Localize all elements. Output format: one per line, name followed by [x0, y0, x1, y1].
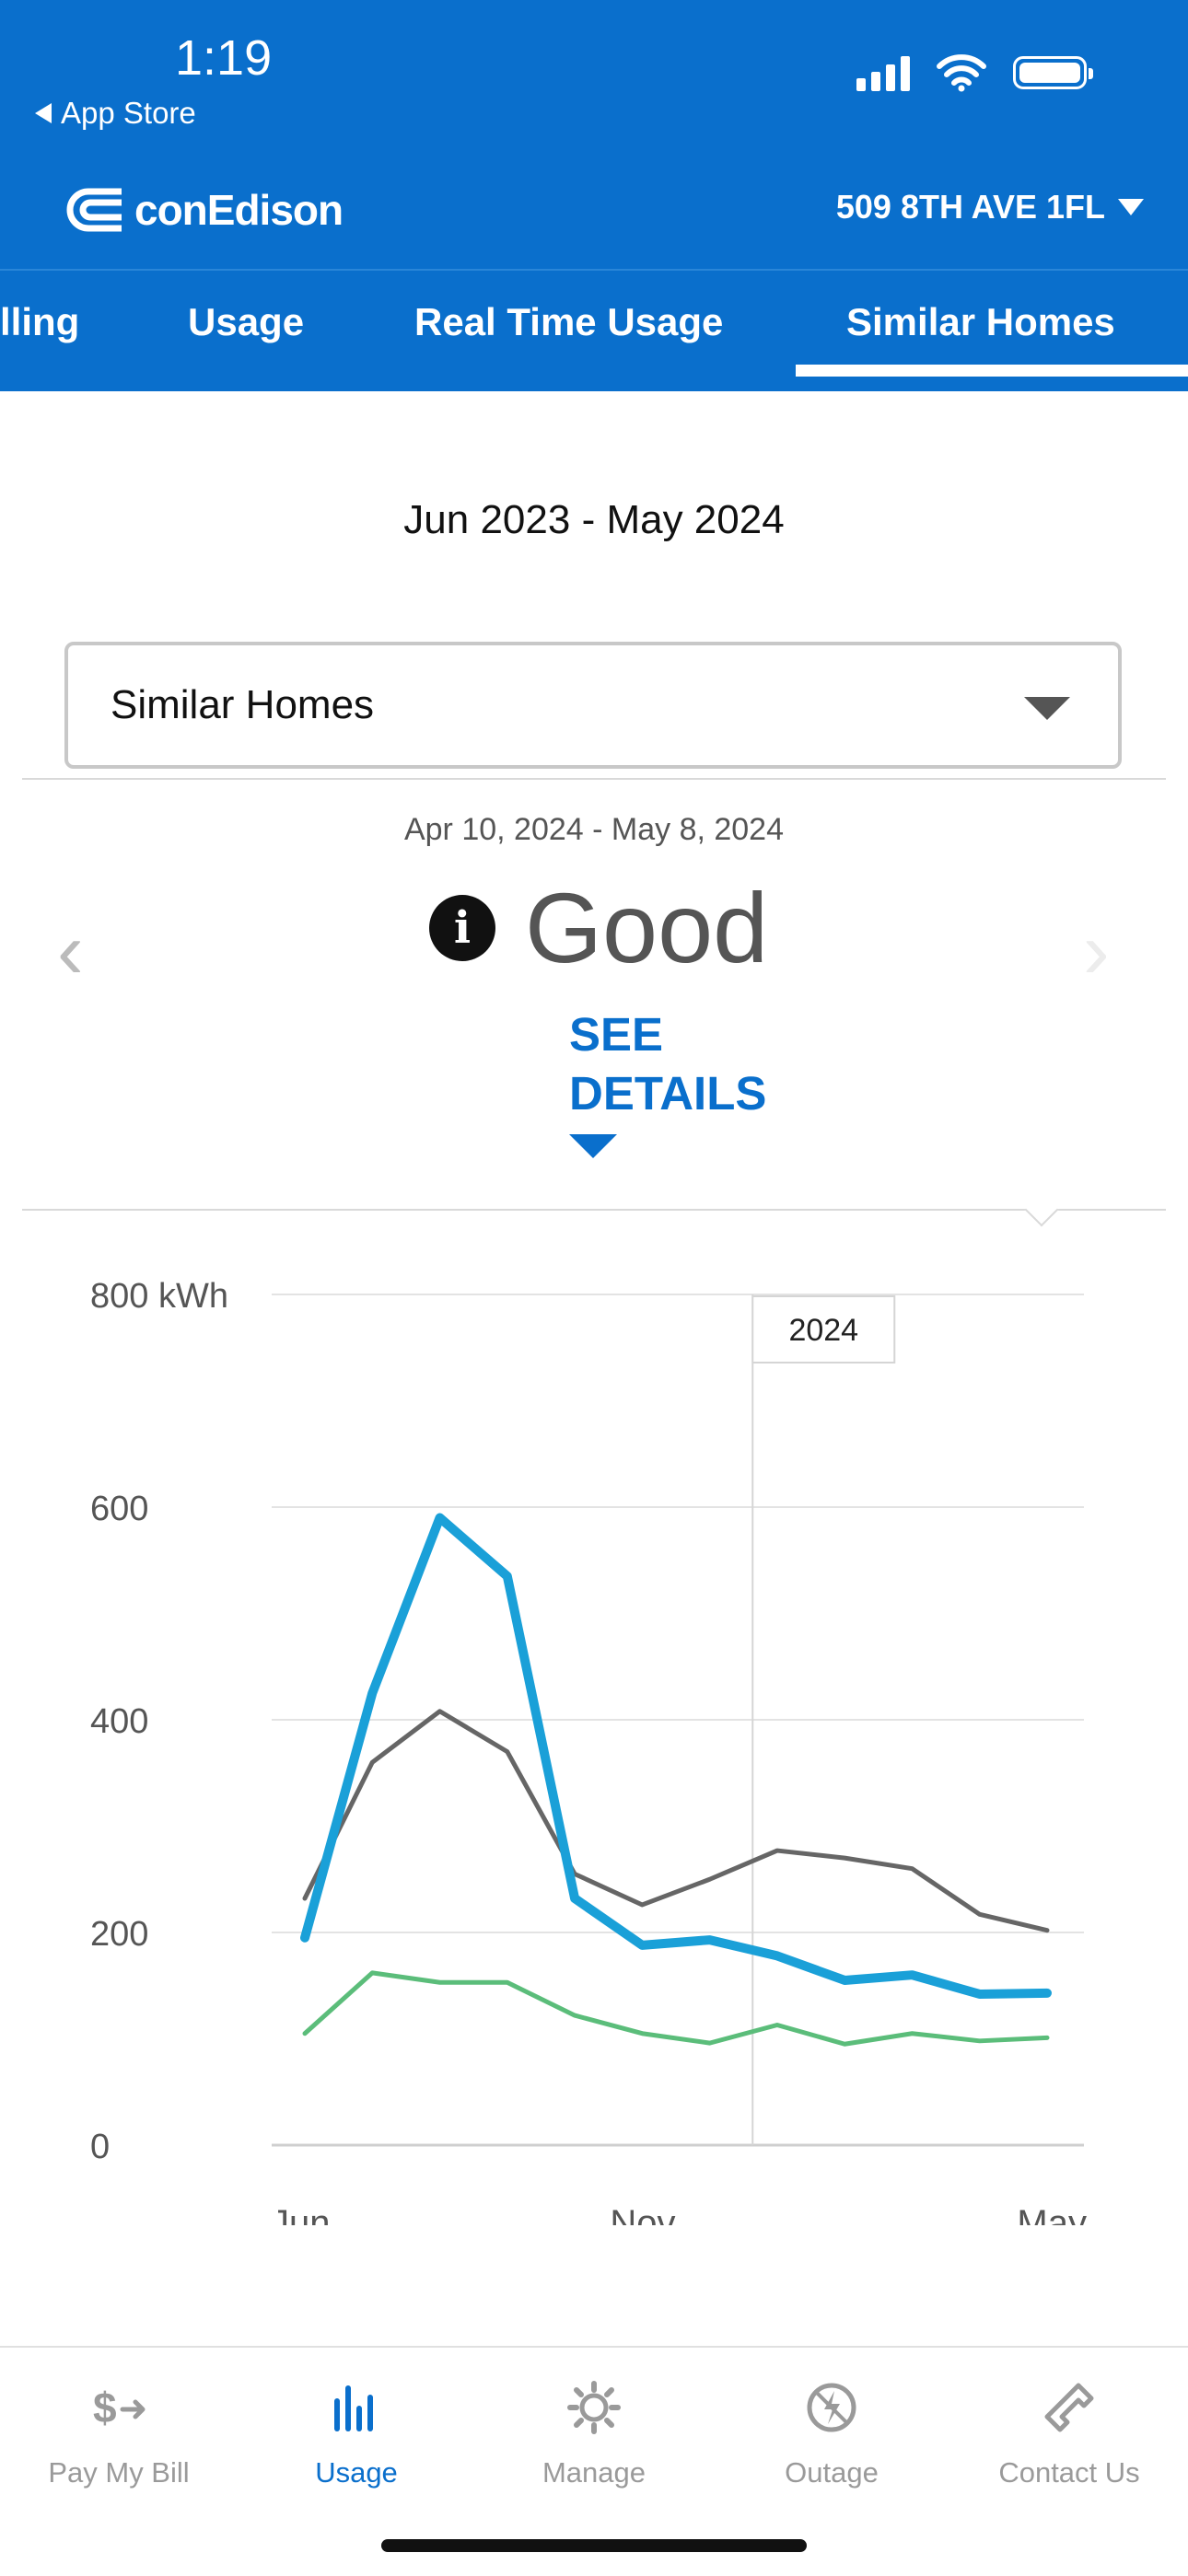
divider	[22, 1209, 1166, 1211]
back-to-app-store-link[interactable]: App Store	[35, 96, 196, 131]
tab-billing[interactable]: lling	[0, 300, 80, 343]
address-label: 509 8TH AVE 1FL	[835, 188, 1105, 226]
svg-text:$: $	[93, 2384, 117, 2431]
pay-bill-icon: $	[93, 2384, 146, 2431]
bottom-tab-bar: $ Pay My Bill Usage	[0, 2346, 1188, 2576]
section-tabs: lling Usage Real Time Usage Similar Home…	[0, 271, 1188, 391]
app-header: 1:19 App Store conEdison 509 8TH AVE 1FL…	[0, 0, 1188, 391]
bottom-tab-label: Usage	[315, 2456, 398, 2489]
bottom-tab-label: Outage	[785, 2456, 879, 2489]
conedison-logo: conEdison	[59, 180, 344, 239]
next-period-arrow[interactable]: ›	[1083, 907, 1110, 995]
year-marker-box	[751, 1295, 896, 1363]
comparison-select[interactable]: Similar Homes	[64, 642, 1122, 769]
x-tick-label: Nov	[610, 2203, 675, 2237]
tab-usage[interactable]: Usage	[188, 300, 305, 343]
info-icon[interactable]: i	[429, 894, 495, 961]
conedison-logo-mark-icon	[66, 188, 122, 232]
y-tick-label: 600	[90, 1490, 148, 1528]
year-marker-label: 2024	[788, 1313, 858, 1348]
previous-period-arrow[interactable]: ‹	[57, 907, 84, 995]
nav-divider	[0, 269, 1188, 271]
status-icons	[856, 53, 1093, 92]
x-tick-label: Jun	[271, 2203, 331, 2237]
x-tick-label: May	[1017, 2203, 1087, 2237]
phone-icon	[1044, 2383, 1094, 2432]
active-tab-indicator	[796, 365, 1188, 377]
billing-period: Apr 10, 2024 - May 8, 2024	[403, 812, 785, 847]
y-tick-label: 800 kWh	[90, 1277, 228, 1316]
address-dropdown-icon	[1118, 199, 1144, 215]
battery-icon	[1013, 56, 1093, 89]
bottom-tab-label: Pay My Bill	[48, 2456, 190, 2489]
series-line-you	[300, 1513, 1052, 1999]
back-link-label: App Store	[61, 96, 196, 130]
bottom-tab-pay-my-bill[interactable]: $ Pay My Bill	[0, 2375, 238, 2489]
bottom-tab-contact-us[interactable]: Contact Us	[950, 2375, 1188, 2489]
home-indicator	[381, 2539, 807, 2552]
see-details-caret-icon[interactable]	[569, 1134, 617, 1158]
rating-display: i Good	[429, 870, 768, 985]
chevron-down-icon	[1024, 697, 1070, 720]
comparison-select-value: Similar Homes	[111, 682, 375, 727]
y-tick-label: 200	[90, 1915, 148, 1954]
y-tick-label: 400	[90, 1702, 148, 1741]
tab-real-time-usage[interactable]: Real Time Usage	[414, 300, 724, 343]
cellular-signal-icon	[856, 54, 910, 91]
back-triangle-icon	[35, 103, 52, 123]
brand-name: conEdison	[134, 186, 344, 234]
date-range-title: Jun 2023 - May 2024	[403, 497, 785, 542]
address-selector[interactable]: 509 8TH AVE 1FL	[836, 188, 1144, 226]
callout-notch	[1024, 1192, 1059, 1227]
series-line-efficient	[302, 1970, 1050, 2047]
series-line-average	[302, 1709, 1050, 1933]
usage-comparison-chart: 800 kWh 600 400 200 0 2024 Jun Nov May	[0, 1224, 1188, 2237]
tab-similar-homes[interactable]: Similar Homes	[846, 300, 1115, 343]
see-details-link[interactable]: SEE DETAILS	[569, 1005, 790, 1123]
usage-chart-icon	[334, 2385, 373, 2431]
see-details-label: SEE DETAILS	[569, 1008, 767, 1120]
bottom-tab-label: Contact Us	[998, 2456, 1140, 2489]
outage-icon	[807, 2383, 856, 2432]
y-tick-label: 0	[90, 2128, 110, 2166]
bottom-tab-outage[interactable]: Outage	[713, 2375, 950, 2489]
bottom-tab-usage[interactable]: Usage	[238, 2375, 475, 2489]
bottom-tab-manage[interactable]: Manage	[475, 2375, 713, 2489]
rating-value: Good	[525, 872, 769, 983]
usage-chart-svg: 800 kWh 600 400 200 0 2024 Jun Nov May	[90, 1277, 1087, 2237]
wifi-icon	[937, 54, 986, 92]
bottom-tab-label: Manage	[542, 2456, 646, 2489]
status-time: 1:19	[175, 30, 273, 86]
gear-icon	[567, 2381, 621, 2434]
divider	[22, 778, 1166, 780]
